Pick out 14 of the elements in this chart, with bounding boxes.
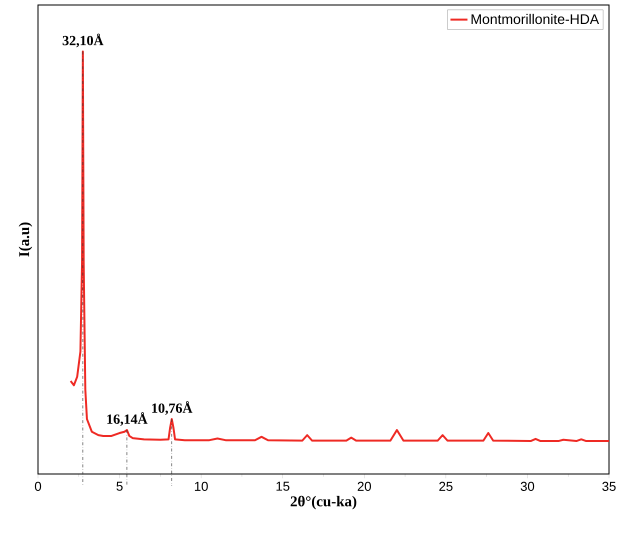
- x-tick-label: 5: [116, 482, 123, 491]
- x-tick-label: 15: [276, 482, 290, 491]
- x-tick-label: 0: [34, 482, 42, 491]
- annotation: 10,76Å: [152, 401, 192, 415]
- y-axis-title: I(a.u): [18, 222, 32, 257]
- legend-label: Montmorillonite-HDA: [472, 14, 600, 24]
- annotation: 16,14Å: [107, 412, 148, 426]
- x-tick-label: 10: [194, 482, 208, 491]
- x-tick-label: 30: [520, 482, 534, 491]
- annotation: 32,10Å: [62, 34, 104, 48]
- x-tick-label: 20: [358, 482, 371, 491]
- x-tick-label: 25: [439, 482, 453, 491]
- x-axis-title: 2θ°(cu-ka): [290, 496, 356, 510]
- x-tick-label: 35: [602, 482, 616, 491]
